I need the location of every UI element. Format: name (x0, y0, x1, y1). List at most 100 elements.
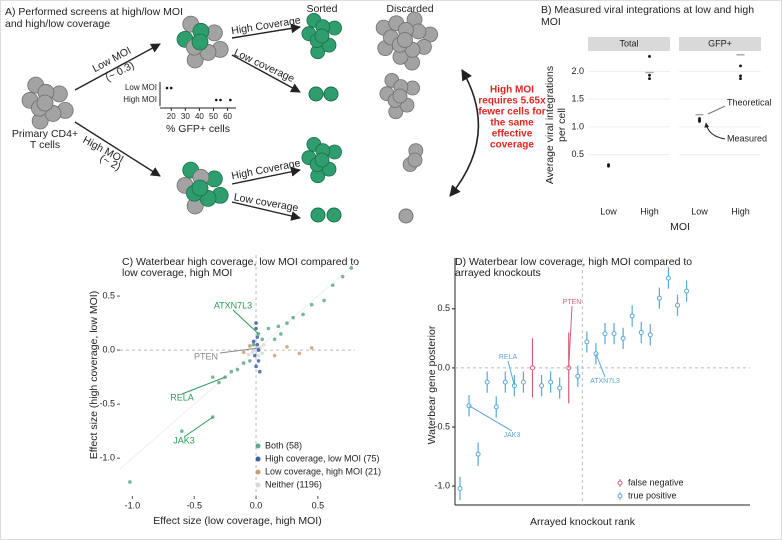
point (229, 369, 234, 374)
point (251, 342, 256, 347)
y-tick-label: -0.5 (99, 399, 115, 409)
note: High MOI (490, 85, 534, 96)
point (602, 331, 608, 337)
x-tick-label: 30 (181, 112, 190, 121)
column-header: Discarded (386, 3, 433, 15)
cell (191, 33, 209, 51)
cell (36, 94, 54, 112)
point (235, 367, 240, 372)
point (278, 332, 283, 336)
point (301, 312, 305, 317)
point (261, 342, 266, 347)
x-tick-label: High (731, 206, 750, 216)
dot (219, 98, 222, 102)
label-leader (468, 405, 513, 432)
point (575, 373, 581, 379)
y-axis-label: per cell (556, 108, 568, 142)
y-tick-label: 0.0 (437, 362, 450, 372)
panel-title: A) Performed screens at high/low MOI (5, 6, 183, 18)
dot (214, 98, 218, 102)
label-leader (181, 376, 226, 395)
point (285, 321, 289, 325)
point-label: RELA (170, 392, 194, 402)
point (539, 383, 545, 389)
point (674, 302, 680, 308)
legend-swatch (617, 493, 623, 499)
point (457, 485, 463, 491)
point-label: ATXN7L3 (214, 300, 252, 310)
facet-label: Total (619, 38, 638, 48)
legend-label: High coverage, low MOI (75) (265, 453, 380, 463)
cells-label: Primary CD4+ (12, 128, 78, 140)
x-tick-label: 20 (167, 112, 176, 121)
panel-title: low coverage, high MOI (122, 267, 232, 279)
point-label: PTEN (563, 299, 582, 306)
point-label: JAK3 (173, 435, 195, 445)
point (260, 337, 265, 342)
point (217, 380, 221, 385)
point (210, 375, 215, 379)
point (502, 379, 508, 385)
label-leader (568, 305, 573, 368)
point (665, 275, 671, 281)
y-tick-label: 0.5 (437, 303, 450, 313)
label-leader (232, 309, 259, 335)
point (180, 429, 184, 433)
measured (648, 77, 651, 81)
facet-strip (679, 37, 761, 51)
point (520, 379, 526, 385)
point (251, 339, 256, 344)
cell (407, 152, 423, 168)
point (309, 302, 314, 307)
annotation: Theoretical (727, 97, 772, 107)
panel-title: C) Waterbear high coverage, low MOI comp… (122, 256, 359, 268)
point (340, 274, 345, 279)
point (266, 326, 271, 331)
arrow (231, 23, 301, 39)
arrow (231, 54, 301, 93)
panel (679, 52, 761, 199)
cell (314, 28, 330, 44)
y-tick-label: 1.0 (571, 121, 584, 131)
point (322, 298, 326, 303)
measured (739, 64, 742, 68)
label-leader (595, 353, 606, 378)
point (254, 321, 258, 325)
cell (191, 179, 209, 197)
legend-label: true positive (628, 490, 677, 500)
x-tick-label: High (640, 206, 659, 216)
x-axis-label: % GFP+ cells (166, 123, 230, 135)
panel-title: B) Measured viral integrations at low an… (541, 4, 754, 16)
point (557, 385, 563, 391)
note: effective (492, 129, 533, 140)
point (256, 353, 261, 358)
x-tick-label: 0.0 (250, 500, 263, 510)
legend-swatch (255, 482, 261, 488)
x-tick-label: -0.5 (186, 500, 202, 510)
point (128, 480, 132, 484)
arrow (74, 43, 161, 91)
note: requires 5.65x (478, 96, 546, 107)
point (647, 332, 653, 338)
dot (169, 86, 173, 90)
y-tick-label: High MOI (123, 95, 157, 104)
point (255, 335, 260, 339)
point (256, 348, 261, 352)
point (475, 451, 481, 457)
cell (314, 152, 330, 168)
legend-label: Both (58) (265, 440, 302, 450)
point (493, 404, 499, 410)
point (584, 339, 590, 345)
dot (229, 98, 232, 102)
point (272, 337, 277, 342)
y-tick-label: 1.5 (571, 94, 584, 104)
point (241, 350, 246, 355)
point (272, 353, 277, 358)
x-tick-label: 60 (223, 112, 232, 121)
point (629, 313, 635, 319)
y-tick-label: 0.0 (102, 344, 115, 354)
note: the same (490, 118, 534, 129)
point (529, 365, 535, 371)
legend-label: Neither (1196) (265, 479, 322, 489)
point (254, 364, 258, 369)
